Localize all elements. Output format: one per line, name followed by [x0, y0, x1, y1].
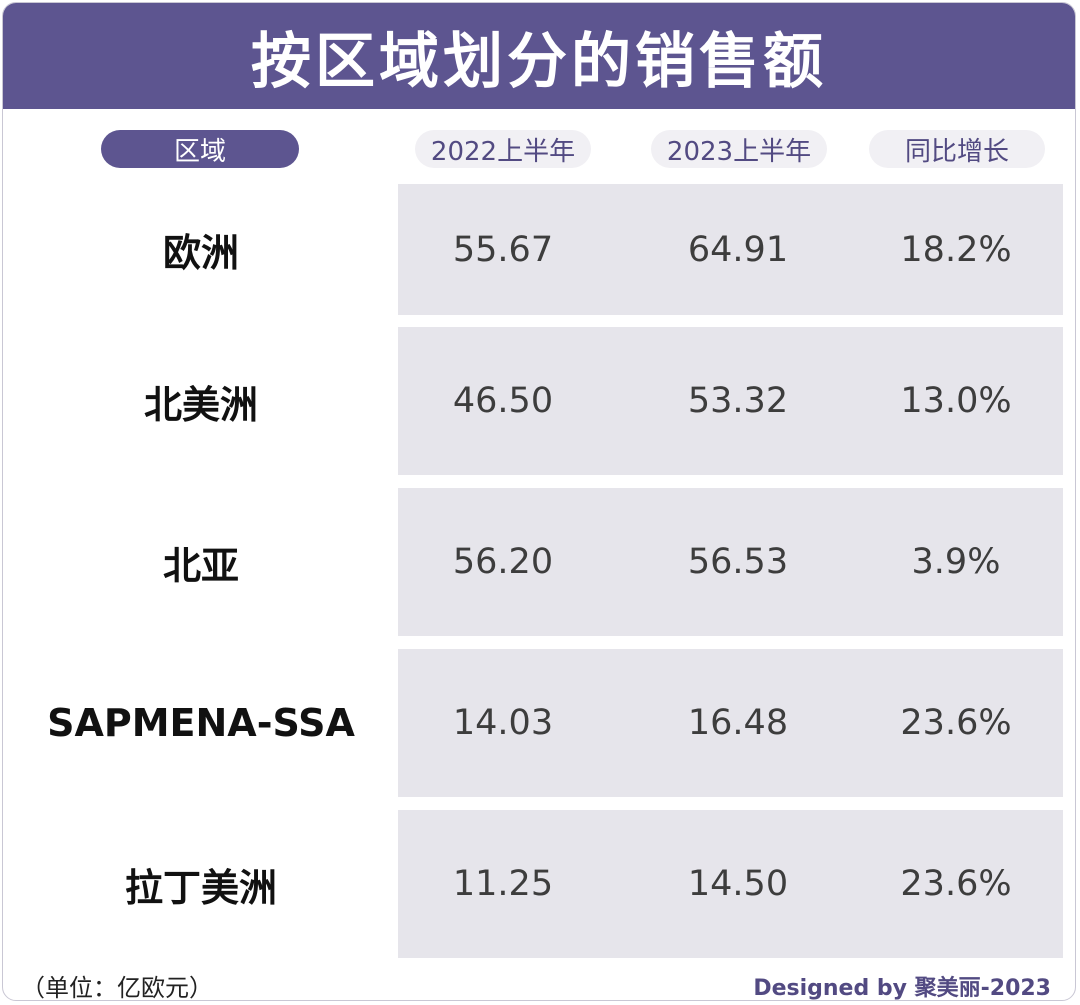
- cell-growth: 23.6%: [900, 703, 1012, 743]
- table-row: [398, 810, 1063, 958]
- cell-2022-h1: 11.25: [452, 864, 554, 904]
- column-header-2023-h1: 2023上半年: [651, 130, 827, 168]
- cell-2022-h1: 55.67: [452, 229, 554, 270]
- unit-note: （单位：亿欧元）: [21, 974, 213, 1001]
- cell-2023-h1: 53.32: [687, 381, 789, 421]
- table-row: [398, 327, 1063, 475]
- column-header-growth: 同比增长: [869, 130, 1045, 168]
- cell-growth: 3.9%: [911, 542, 1001, 582]
- row-label-region: 北美洲: [143, 382, 258, 427]
- cell-2022-h1: 46.50: [452, 381, 554, 421]
- cell-2023-h1: 56.53: [687, 542, 789, 582]
- column-header-region: 区域: [101, 130, 299, 168]
- cell-growth: 23.6%: [900, 864, 1012, 904]
- cell-2023-h1: 64.91: [687, 229, 789, 270]
- cell-growth: 18.2%: [900, 229, 1012, 270]
- table-row: [398, 649, 1063, 797]
- column-header-2022-h1: 2022上半年: [415, 130, 591, 168]
- row-label-region: SAPMENA-SSA: [47, 701, 355, 745]
- designer-credit: Designed by 聚美丽-2023: [753, 976, 1051, 1001]
- table-row: [398, 488, 1063, 636]
- cell-2023-h1: 14.50: [687, 864, 789, 904]
- table-row: [398, 184, 1063, 315]
- row-label-region: 北亚: [162, 543, 239, 588]
- cell-2023-h1: 16.48: [687, 703, 789, 743]
- cell-2022-h1: 56.20: [452, 542, 554, 582]
- cell-2022-h1: 14.03: [452, 703, 554, 743]
- page-title: 按区域划分的销售额: [251, 26, 827, 97]
- row-label-region: 欧洲: [162, 231, 239, 275]
- cell-growth: 13.0%: [900, 381, 1012, 421]
- title-banner: 按区域划分的销售额: [3, 3, 1075, 109]
- row-label-region: 拉丁美洲: [124, 865, 277, 910]
